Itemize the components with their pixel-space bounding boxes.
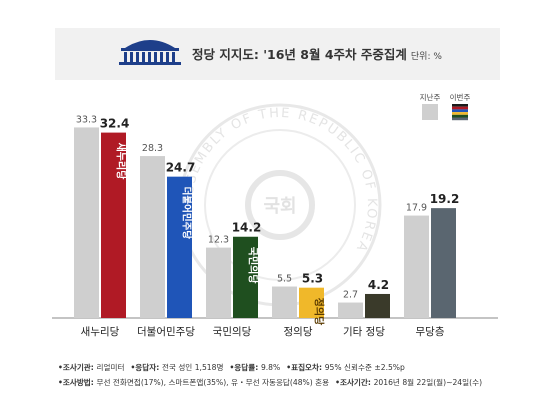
survey-footer: •조사기관: 리얼미터 •응답자: 전국 성인 1,518명 •응답률: 9.8% •… (58, 360, 482, 390)
bar-prev (404, 215, 429, 318)
bar-prev (272, 286, 297, 318)
legend-curr-swatch-stripe (452, 117, 468, 121)
party-logo-text: 새누리당 (115, 143, 128, 181)
legend-curr-swatch-stripe (452, 114, 468, 118)
legend-curr-label: 이번주 (450, 92, 471, 102)
footer-line-1-value: 95% 신뢰수준 ±2.5%p (324, 363, 405, 372)
bar-curr (233, 236, 258, 318)
chart-title: 정당 지지도: '16년 8월 4주차 주중집계 단위: % (192, 44, 442, 63)
footer-line-2-value: 무선 전화면접(17%), 스마트폰앱(35%), 유・무선 자동응답(48%)… (96, 378, 330, 387)
value-label-curr: 14.2 (232, 221, 262, 235)
footer-line-1-key: •조사기관: (58, 363, 97, 372)
x-tick-label: 정의당 (284, 326, 313, 338)
value-label-prev: 33.3 (76, 114, 97, 125)
assembly-seal-watermark: ASSEMBLY OF THE REPUBLIC OF KOREA 국회 (178, 103, 382, 307)
value-label-curr: 32.4 (100, 117, 130, 131)
value-label-prev: 5.5 (277, 274, 292, 285)
footer-line-1-value: 9.8% (260, 363, 281, 372)
legend-prev-label: 지난주 (420, 93, 441, 102)
legend-curr-swatch-stripe (452, 104, 468, 107)
party-logo-text: 더불어민주당 (181, 187, 193, 240)
footer-line-1-item: •표집오차: 95% 신뢰수준 ±2.5%p (286, 363, 405, 372)
footer-line-1: •조사기관: 리얼미터 •응답자: 전국 성인 1,518명 •응답률: 9.8% •… (58, 360, 482, 375)
footer-line-1-key: •응답자: (130, 363, 162, 372)
unit-label: 단위: % (410, 52, 442, 62)
chart-title-text: 정당 지지도: '16년 8월 4주차 주중집계 (192, 47, 407, 62)
footer-line-2-key: •조사기간: (335, 378, 374, 387)
watermark-center-text: 국회 (263, 196, 296, 217)
legend-curr-swatch-stripe (452, 109, 468, 113)
footer-line-1-item: •조사기관: 리얼미터 (58, 363, 124, 372)
value-label-curr: 19.2 (430, 192, 460, 206)
x-tick-label: 국민의당 (213, 326, 252, 338)
footer-line-1-value: 리얼미터 (96, 363, 125, 372)
x-tick-label: 무당층 (416, 326, 445, 338)
bar-curr (167, 176, 192, 318)
legend-prev-swatch (422, 104, 438, 120)
x-tick-label: 기타 정당 (343, 326, 385, 338)
footer-line-1-item: •응답자: 전국 성인 1,518명 (130, 363, 223, 372)
bar-curr (365, 293, 390, 318)
x-tick-label: 새누리당 (81, 326, 120, 338)
value-label-prev: 2.7 (343, 290, 358, 301)
footer-line-1-value: 전국 성인 1,518명 (161, 363, 224, 372)
value-label-curr: 24.7 (166, 161, 196, 175)
footer-line-2: •조사방법: 무선 전화면접(17%), 스마트폰앱(35%), 유・무선 자동… (58, 375, 482, 390)
bar-curr (431, 208, 456, 318)
bar-prev (206, 247, 231, 318)
bar-curr (299, 287, 324, 318)
party-logo-text: 국민의당 (247, 247, 260, 285)
bar-prev (140, 156, 165, 318)
footer-line-1-item: •응답률: 9.8% (229, 363, 280, 372)
x-tick-label: 더불어민주당 (137, 326, 195, 338)
value-label-prev: 12.3 (208, 235, 229, 246)
value-label-curr: 5.3 (302, 272, 323, 286)
footer-line-1-key: •표집오차: (286, 363, 325, 372)
value-label-prev: 28.3 (142, 143, 163, 154)
footer-line-2-key: •조사방법: (58, 378, 97, 387)
value-label-prev: 17.9 (406, 203, 427, 214)
footer-line-1-key: •응답률: (229, 363, 261, 372)
header-band (55, 28, 500, 80)
footer-line-2-item: •조사기간: 2016년 8월 22일(월)~24일(수) (335, 378, 482, 387)
party-logo-text: 정의당 (313, 298, 326, 326)
bar-prev (74, 127, 99, 318)
bar-curr (101, 132, 126, 318)
value-label-curr: 4.2 (368, 278, 389, 292)
footer-line-2-item: •조사방법: 무선 전화면접(17%), 스마트폰앱(35%), 유・무선 자동… (58, 378, 329, 387)
bar-prev (338, 302, 363, 318)
footer-line-2-value: 2016년 8월 22일(월)~24일(수) (373, 378, 483, 387)
assembly-building-icon (119, 40, 181, 65)
legend-curr-swatch-stripe (452, 106, 468, 110)
legend-curr-swatch-stripe (452, 112, 468, 115)
